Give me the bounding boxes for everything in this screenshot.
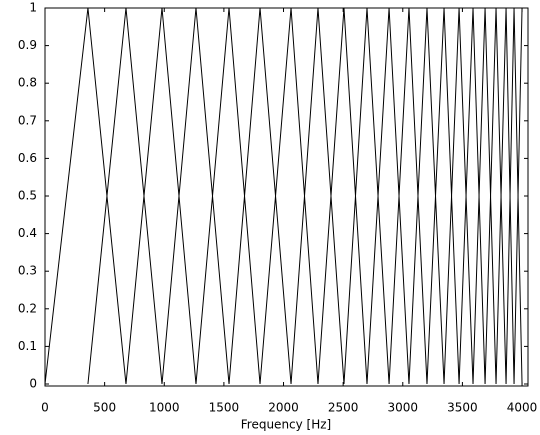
x-tick-label: 1500 [209,401,240,415]
y-tick-label: 0.3 [18,264,37,278]
plot-frame [44,7,529,387]
x-tick-label: 500 [93,401,116,415]
y-tick-label: 0.1 [18,339,37,353]
x-tick-label: 3000 [388,401,419,415]
y-tick-label: 0.9 [18,38,37,52]
y-tick-label: 0.6 [18,151,37,165]
y-tick-label: 0.4 [18,226,37,240]
x-tick-label: 4000 [507,401,538,415]
x-tick-label: 3500 [447,401,478,415]
x-tick-label: 2500 [328,401,359,415]
y-tick-label: 0.7 [18,113,37,127]
y-tick-label: 1 [29,1,37,15]
y-tick-label: 0 [29,377,37,391]
x-tick-label: 0 [41,401,49,415]
x-tick-label: 1000 [149,401,180,415]
x-tick-label: 2000 [268,401,299,415]
y-tick-label: 0.2 [18,301,37,315]
y-tick-label: 0.5 [18,189,37,203]
y-tick-label: 0.8 [18,76,37,90]
x-axis-label: Frequency [Hz] [241,418,332,432]
filter-line [87,7,523,385]
filter-line [44,7,523,385]
